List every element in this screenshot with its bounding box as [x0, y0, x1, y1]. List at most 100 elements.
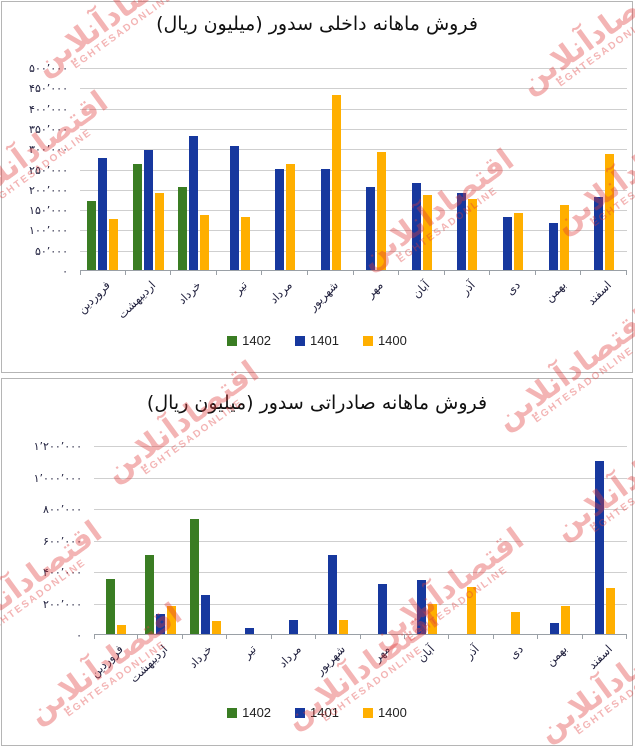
gridline	[80, 210, 627, 212]
y-tick-label: ۱٬۲۰۰٬۰۰۰	[33, 440, 82, 453]
y-tick-label: ۰	[62, 265, 68, 278]
bar-1401	[229, 146, 239, 270]
legend: 1402 1401 1400	[2, 705, 632, 720]
legend-swatch	[295, 335, 306, 346]
gridline	[94, 446, 627, 447]
bar-1401	[275, 168, 285, 270]
bar-1400	[167, 606, 177, 634]
gridline	[80, 68, 627, 69]
bar-1400	[559, 205, 569, 270]
bar-1400	[561, 606, 571, 634]
bar-1401	[200, 594, 210, 634]
bar-1401	[417, 580, 427, 634]
bar-1401	[156, 613, 166, 634]
month-label: شهریور	[305, 278, 341, 314]
plot-area	[94, 446, 627, 635]
bar-1400	[117, 624, 127, 634]
bar-1400	[211, 621, 221, 634]
y-tick-label: ۲۰۰٬۰۰۰	[29, 183, 68, 197]
x-axis-tick	[170, 271, 172, 275]
x-axis-tick	[261, 271, 263, 275]
month-label: آبان	[408, 278, 432, 301]
y-tick-label: ۴۵۰٬۰۰۰	[29, 82, 68, 96]
gridline	[80, 128, 627, 130]
x-axis-labels: فروردین اردیبهشت خرداد تیر مرداد شهریور مهر آبا…	[74, 271, 627, 333]
legend-item-1401: 1401	[295, 705, 339, 720]
bar-1400	[605, 154, 615, 270]
legend-label: 1402	[242, 333, 272, 348]
y-tick-label: ۵۰٬۰۰۰	[34, 244, 68, 258]
y-tick-label: ۳۰۰٬۰۰۰	[29, 143, 68, 157]
bar-1400	[286, 164, 296, 270]
bar-1400	[605, 588, 615, 634]
bar-1401	[378, 583, 388, 634]
legend: 1402 1401 1400	[2, 333, 632, 348]
month-label: آذر	[461, 642, 482, 662]
x-axis-tick	[398, 271, 400, 275]
gridline	[80, 108, 627, 110]
month-label: آبان	[414, 642, 438, 665]
gridline	[94, 572, 627, 573]
x-axis-tick	[534, 271, 536, 275]
x-axis-tick	[626, 635, 627, 639]
legend-item-1400: 1400	[362, 705, 407, 720]
gridline	[80, 149, 627, 151]
y-tick-label: ۴۰۰٬۰۰۰	[29, 102, 68, 116]
x-axis-tick	[80, 271, 81, 275]
x-axis-labels: فروردین اردیبهشت خرداد تیر مرداد شهریور مهر آبا…	[88, 635, 627, 697]
bar-1401	[594, 196, 604, 270]
legend-swatch	[227, 707, 238, 718]
x-axis-tick	[581, 635, 583, 639]
bar-1400	[468, 198, 478, 270]
bar-1400	[339, 619, 349, 634]
domestic-sales-chart-panel: فروش ماهانه داخلی سدور (میلیون ریال) ۵۰۰…	[1, 1, 633, 373]
month-label: تیر	[240, 642, 260, 662]
bar-1401	[548, 223, 558, 270]
x-axis-tick	[492, 635, 494, 639]
legend-item-1402: 1402	[227, 333, 271, 348]
gridline	[80, 230, 627, 232]
bar-1402	[106, 578, 116, 634]
y-tick-label: ۱۰۰٬۰۰۰	[29, 224, 68, 238]
month-label: تیر	[230, 278, 250, 298]
month-label: خرداد	[186, 642, 215, 671]
legend-swatch	[227, 335, 238, 346]
x-axis-tick	[94, 635, 95, 639]
month-label: اسفند	[584, 642, 615, 672]
legend-item-1400: 1400	[362, 333, 407, 348]
legend-label: 1400	[377, 705, 407, 720]
gridline	[80, 88, 627, 90]
month-label: بهمن	[543, 642, 571, 669]
bar-1402	[87, 200, 97, 270]
x-axis-tick	[448, 635, 450, 639]
legend-label: 1401	[310, 333, 339, 348]
month-label: دی	[505, 642, 526, 662]
legend-item-1401: 1401	[295, 333, 339, 348]
legend-swatch	[295, 707, 306, 718]
x-axis-tick	[352, 271, 354, 275]
y-tick-label: ۰	[76, 629, 82, 642]
x-axis-tick	[403, 635, 405, 639]
month-label: فروردین	[74, 278, 113, 317]
month-label: مرداد	[266, 278, 296, 307]
y-tick-label: ۲۵۰٬۰۰۰	[29, 163, 68, 177]
bar-1401	[503, 217, 513, 270]
bar-1401	[143, 150, 153, 270]
x-axis-tick	[226, 635, 228, 639]
bar-1402	[189, 519, 199, 634]
gridline	[80, 169, 627, 171]
bar-1401	[328, 555, 338, 634]
month-label: مهر	[370, 642, 393, 665]
bar-1401	[366, 186, 376, 270]
gridline	[80, 250, 627, 252]
bar-1400	[240, 217, 250, 270]
month-label: مهر	[363, 278, 387, 301]
month-label: خرداد	[174, 278, 204, 307]
y-axis-labels: ۵۰۰٬۰۰۰ ۴۵۰٬۰۰۰ ۴۰۰٬۰۰۰ ۳۵۰٬۰۰۰ ۳۰۰٬۰۰۰ ۲۵۰٬۰…	[2, 62, 74, 278]
bar-1401	[189, 136, 199, 270]
legend-label: 1400	[377, 333, 407, 348]
gridline	[94, 509, 627, 510]
bar-1400	[200, 215, 210, 270]
export-chart-title: فروش ماهانه صادراتی سدور (میلیون ریال)	[146, 392, 488, 414]
